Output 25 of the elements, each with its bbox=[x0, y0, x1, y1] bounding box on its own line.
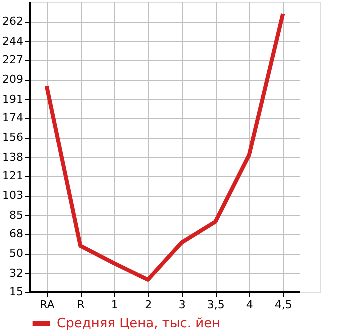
y-tick-label: 244 bbox=[2, 34, 24, 48]
x-tick-label: 4 bbox=[246, 298, 254, 312]
y-tick-label: 103 bbox=[2, 189, 24, 202]
y-tick-label: 174 bbox=[2, 112, 24, 124]
y-tick-label: 209 bbox=[2, 73, 24, 86]
y-tick-label: 156 bbox=[2, 131, 24, 144]
y-tick-label: 32 bbox=[10, 266, 24, 280]
x-tick-label: R bbox=[77, 298, 86, 312]
y-tick-label: 50 bbox=[10, 247, 24, 260]
line-series bbox=[44, 12, 286, 282]
y-tick-label: 191 bbox=[2, 92, 24, 106]
y-tick-label: 138 bbox=[2, 150, 24, 164]
y-tick-label: 262 bbox=[2, 15, 24, 28]
x-tick-label: 3,5 bbox=[207, 298, 225, 312]
y-tick-label: 85 bbox=[10, 208, 24, 222]
y-tick-label: 68 bbox=[10, 228, 24, 240]
y-tick-label: 227 bbox=[2, 54, 24, 66]
x-tick-label: 3 bbox=[178, 298, 186, 312]
x-tick-label: RA bbox=[40, 298, 56, 312]
y-tick-label: 121 bbox=[2, 170, 24, 182]
x-tick-label: 4,5 bbox=[274, 298, 292, 312]
y-tick-label: 15 bbox=[10, 286, 24, 298]
legend-label: Средняя Цена, тыс. йен bbox=[57, 316, 221, 332]
x-tick-label: 2 bbox=[145, 298, 152, 312]
x-tick-label: 1 bbox=[111, 298, 118, 312]
